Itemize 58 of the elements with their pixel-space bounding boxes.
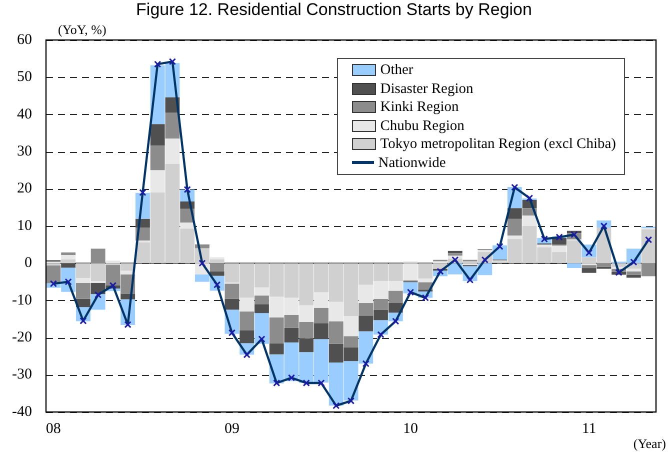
bar <box>90 248 106 264</box>
y-tick-label: 0 <box>24 255 32 272</box>
bar <box>240 312 254 330</box>
bar <box>165 138 180 164</box>
y-tick-label: -20 <box>12 330 32 346</box>
x-axis-title: (Year) <box>633 436 666 452</box>
bar <box>61 255 76 260</box>
legend-label: Chubu Region <box>380 116 464 135</box>
bar <box>165 112 180 139</box>
legend-label: Other <box>380 61 414 80</box>
y-tick-label: 10 <box>16 218 32 234</box>
bar <box>150 170 165 193</box>
x-tick-label: 10 <box>403 420 418 437</box>
bar <box>46 265 61 284</box>
bar <box>76 282 90 299</box>
bar <box>150 124 165 146</box>
bar <box>224 298 240 310</box>
y-tick-label: 40 <box>16 106 32 122</box>
bar <box>507 236 522 240</box>
bar <box>240 330 254 344</box>
legend-label: Tokyo metropolitan Region (excl Chiba) <box>380 135 616 154</box>
bar <box>641 229 656 264</box>
y-axis-title: (YoY, %) <box>58 22 106 38</box>
bar <box>566 263 582 268</box>
bar <box>224 284 240 299</box>
bar <box>626 274 641 278</box>
bar <box>61 252 76 256</box>
x-tick-label: 08 <box>46 420 61 437</box>
legend-label: Disaster Region <box>380 80 474 98</box>
y-tick-label: 60 <box>16 32 32 48</box>
bar <box>240 298 254 312</box>
bar <box>150 146 165 170</box>
bar <box>254 304 269 314</box>
bar <box>61 263 76 268</box>
x-tick-label: 11 <box>582 420 596 437</box>
bar <box>448 250 462 254</box>
bar <box>210 263 224 272</box>
bar <box>61 259 76 264</box>
bar <box>210 271 224 276</box>
bar <box>106 260 120 264</box>
y-tick-label: -30 <box>12 366 32 383</box>
bar <box>254 287 269 296</box>
x-tick-label: 09 <box>224 420 240 437</box>
bar <box>522 216 537 226</box>
y-tick-label: 30 <box>16 144 32 160</box>
bar <box>448 253 462 256</box>
y-tick-label: 50 <box>16 69 32 86</box>
chart-title: Figure 12. Residential Construction Starts by Region <box>135 0 533 20</box>
y-tick-label: 20 <box>16 180 32 197</box>
legend-label: Nationwide <box>378 154 446 172</box>
legend-label: Kinki Region <box>380 98 459 116</box>
y-tick-label: -40 <box>12 404 32 420</box>
bar <box>626 268 641 272</box>
y-tick-label: -10 <box>12 292 32 308</box>
bar <box>507 218 522 236</box>
bar <box>254 296 269 304</box>
bar <box>180 222 195 229</box>
bar <box>269 344 284 354</box>
